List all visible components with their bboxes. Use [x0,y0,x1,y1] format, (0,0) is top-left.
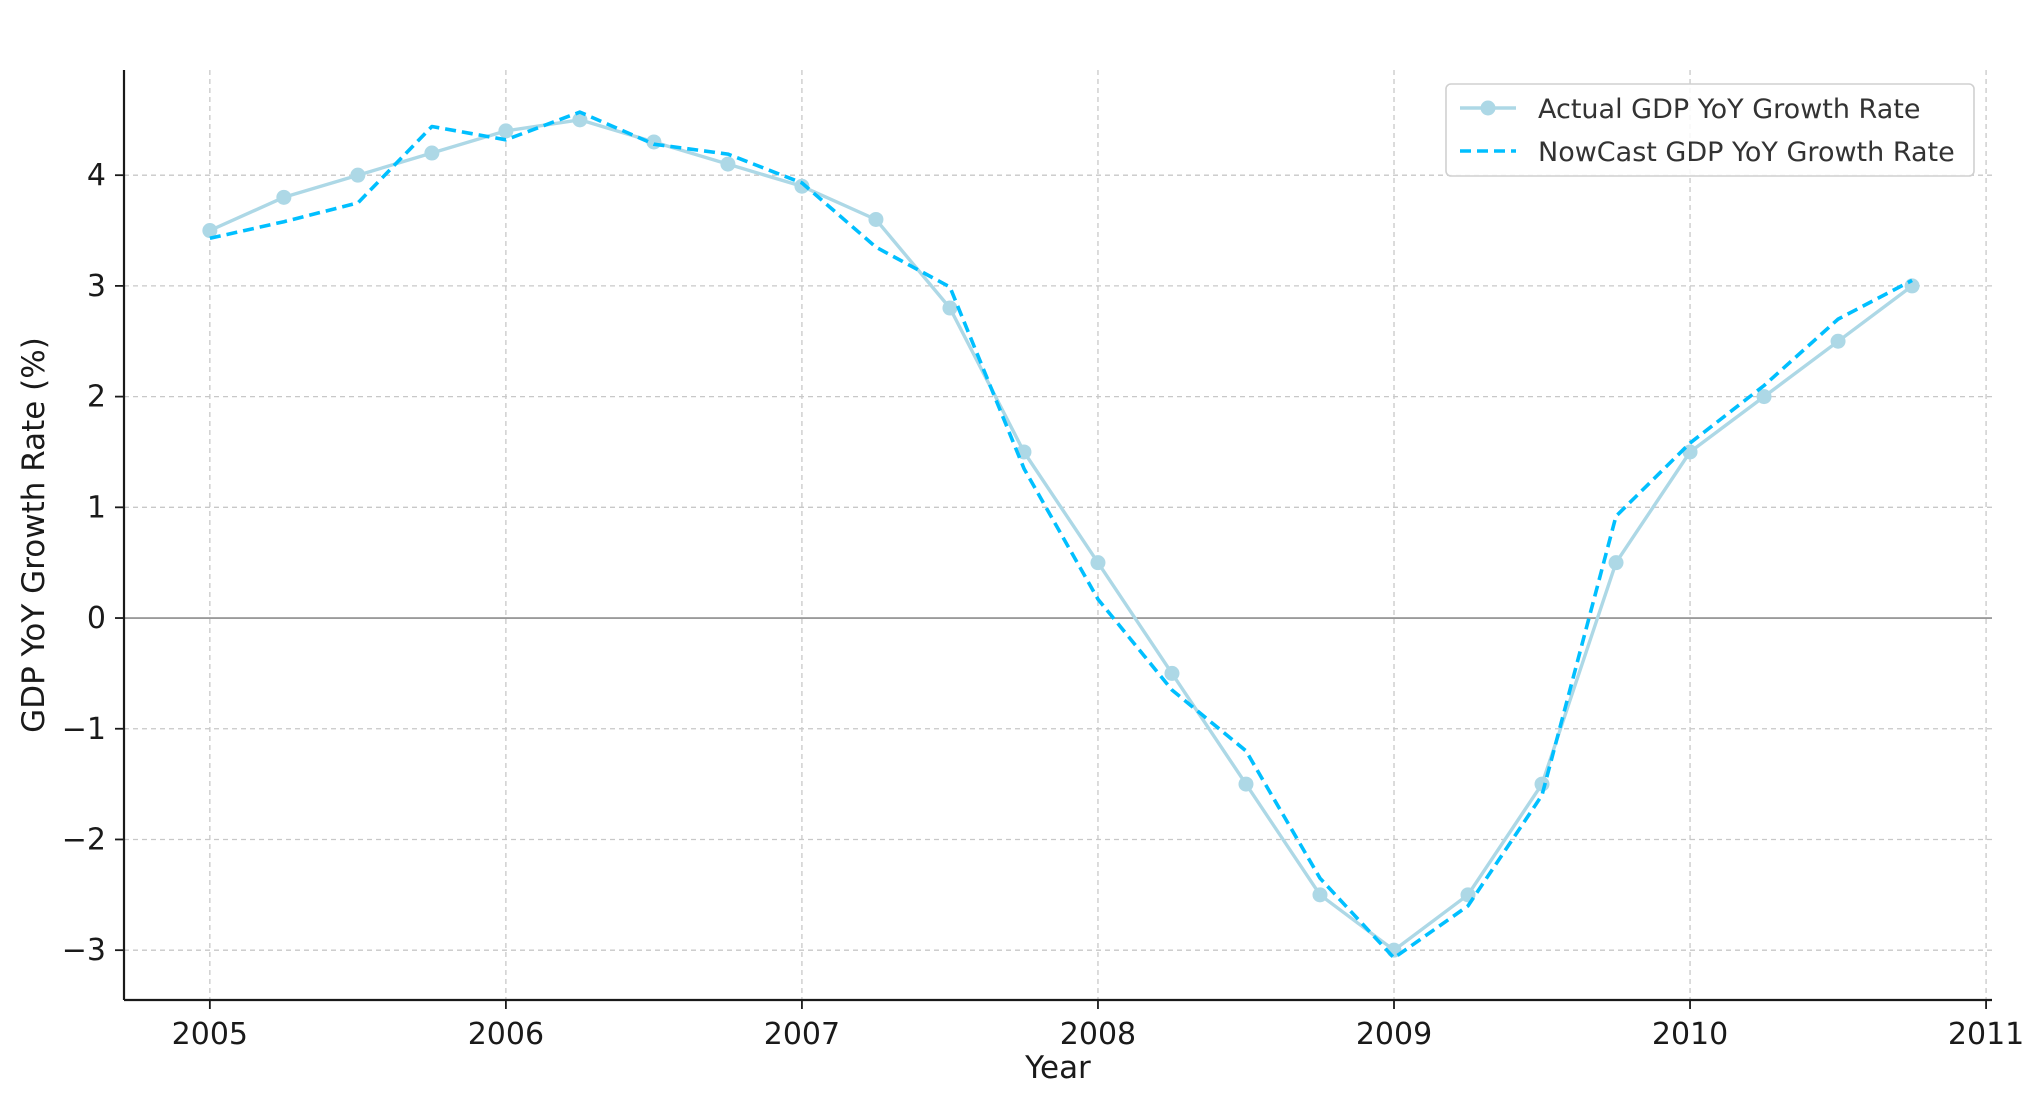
y-tick-label: 3 [87,269,106,304]
data-point [1830,333,1846,349]
data-point [794,178,810,194]
tick-labels: 2005 2006 2007 2008 2009 2010 2011 4 3 2 1 0 −1 −2 −3 [62,158,2024,1052]
x-tick-label: 2010 [1652,1017,1728,1052]
data-point [424,145,440,161]
y-tick-label: −3 [62,933,106,968]
data-point [1090,555,1106,571]
x-axis-label: Year [1024,1050,1091,1086]
grid-lines [124,70,1992,1000]
data-point [1164,665,1180,681]
series-2 [209,110,1913,960]
y-tick-label: 0 [87,601,106,636]
y-tick-label: 4 [87,158,106,193]
legend: Actual GDP YoY Growth Rate NowCast GDP Yo… [1445,83,1975,177]
legend-entry-1: Actual GDP YoY Growth Rate [1460,94,1920,125]
y-tick-label: 1 [87,490,106,525]
data-point [350,167,366,183]
data-point [942,300,958,316]
series-1 [202,112,1920,958]
data-point [1312,887,1328,903]
legend-swatch-marker [1480,100,1496,116]
series-line [209,118,1914,952]
data-point [868,211,884,227]
data-point [572,112,588,128]
y-tick-label: −2 [62,822,106,857]
x-tick-label: 2011 [1948,1017,2024,1052]
y-axis-label: GDP YoY Growth Rate (%) [16,337,52,733]
data-point [1608,555,1624,571]
data-point [1238,776,1254,792]
x-tick-label: 2006 [468,1017,544,1052]
legend-box [1445,83,1975,177]
x-tick-label: 2007 [764,1017,840,1052]
data-point [1756,389,1772,405]
x-tick-label: 2005 [172,1017,248,1052]
x-tick-label: 2009 [1356,1017,1432,1052]
y-tick-label: 2 [87,380,106,415]
data-point [276,189,292,205]
legend-entry-2: NowCast GDP YoY Growth Rate [1460,137,1955,168]
data-point [720,156,736,172]
legend-label: NowCast GDP YoY Growth Rate [1538,137,1955,168]
axes [122,70,1992,1002]
series-line [209,110,1913,960]
data-point [498,123,514,139]
legend-label: Actual GDP YoY Growth Rate [1538,94,1920,125]
y-tick-label: −1 [62,712,106,747]
x-tick-label: 2008 [1060,1017,1136,1052]
series [202,110,1920,960]
data-point [202,223,218,239]
data-point [646,134,662,150]
